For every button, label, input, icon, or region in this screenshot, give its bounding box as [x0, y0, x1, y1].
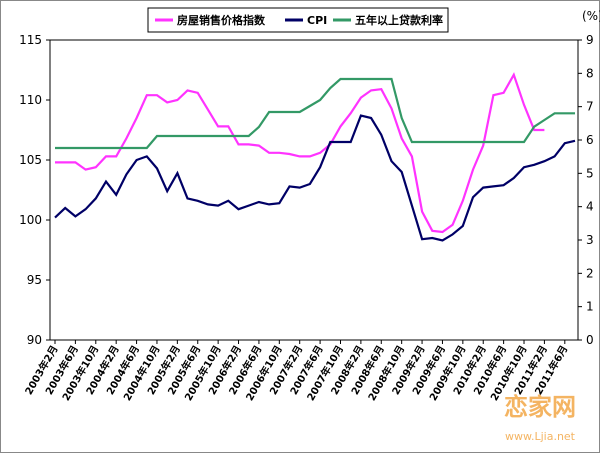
series-line: [54, 114, 576, 242]
plot-area: [49, 39, 579, 341]
y-tick-label: 100: [19, 213, 42, 227]
legend-label: 房屋销售价格指数: [177, 13, 266, 27]
y-tick-label: 110: [19, 93, 42, 107]
legend-label: CPI: [307, 14, 327, 27]
y-tick-label: 95: [27, 273, 42, 287]
watermark-url: www.Ljia.net: [505, 430, 576, 443]
watermark: 恋家网: [504, 393, 576, 421]
y-tick-label: 115: [19, 33, 42, 47]
y-tick-label: 105: [19, 153, 42, 167]
y2-tick-label: 0: [586, 333, 594, 347]
y2-tick-label: 9: [586, 33, 594, 47]
y2-tick-label: 4: [586, 200, 594, 214]
y2-tick-label: 8: [586, 66, 594, 80]
y2-tick-label: 3: [586, 233, 594, 247]
y-tick-label: 90: [27, 333, 42, 347]
y2-tick-label: 7: [586, 100, 594, 114]
y2-tick-label: 2: [586, 266, 594, 280]
y2-tick-label: 1: [586, 300, 594, 314]
series-line: [55, 77, 575, 150]
y2-tick-label: 5: [586, 166, 594, 180]
series-line: [55, 72, 545, 234]
y2-tick-label: 6: [586, 133, 594, 147]
y2-axis-label: (%): [582, 9, 600, 23]
legend-label: 五年以上贷款利率: [355, 13, 443, 27]
